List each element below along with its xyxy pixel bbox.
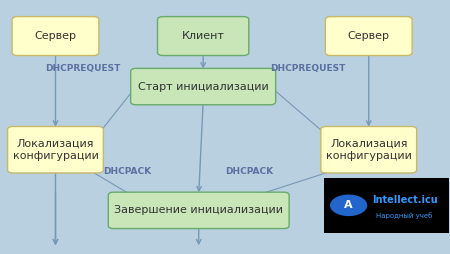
Text: Завершение инициализации: Завершение инициализации: [114, 205, 283, 215]
Text: Народный учеб: Народный учеб: [376, 212, 433, 219]
Text: DHCPACK: DHCPACK: [225, 167, 274, 176]
Text: Сервер: Сервер: [348, 31, 390, 41]
Text: DHCPACK: DHCPACK: [104, 167, 152, 176]
FancyBboxPatch shape: [130, 68, 276, 105]
Text: Локализация
конфигурации: Локализация конфигурации: [13, 139, 99, 161]
Text: A: A: [344, 200, 353, 210]
Text: Клиент: Клиент: [182, 31, 225, 41]
FancyBboxPatch shape: [325, 17, 412, 56]
Text: DHCPREQUEST: DHCPREQUEST: [45, 65, 121, 73]
FancyBboxPatch shape: [158, 17, 249, 56]
FancyBboxPatch shape: [12, 17, 99, 56]
FancyBboxPatch shape: [324, 178, 449, 233]
Text: DHCPREQUEST: DHCPREQUEST: [270, 65, 346, 73]
Text: Локализация
конфигурации: Локализация конфигурации: [326, 139, 412, 161]
FancyBboxPatch shape: [8, 126, 104, 173]
Text: Сервер: Сервер: [35, 31, 76, 41]
FancyBboxPatch shape: [108, 192, 289, 229]
Text: Intellect.icu: Intellect.icu: [372, 195, 437, 205]
Circle shape: [331, 195, 366, 215]
FancyBboxPatch shape: [321, 126, 417, 173]
Text: Старт инициализации: Старт инициализации: [138, 82, 269, 92]
